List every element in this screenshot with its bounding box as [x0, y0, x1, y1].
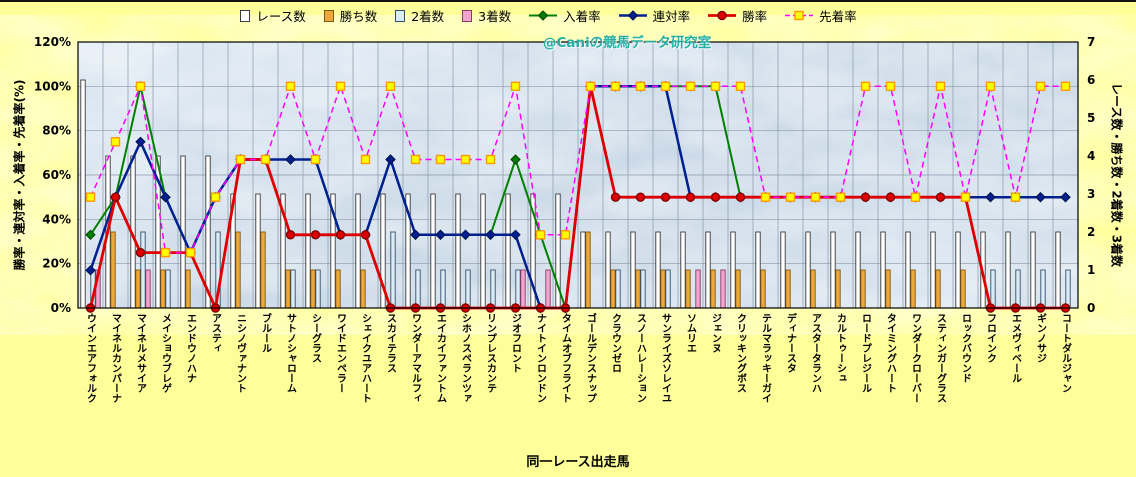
svg-text:2: 2 — [1087, 225, 1095, 239]
legend-item-top2-rate: 連対率 — [618, 6, 691, 25]
bar-series-wins — [110, 231, 966, 309]
x-category-label: タイムオブフライト — [559, 313, 571, 403]
legend-item-wins: 勝ち数 — [323, 6, 378, 25]
x-category-label: ロックバウンド — [959, 313, 971, 383]
races-bar-icon — [240, 9, 251, 22]
legend-label: 入着率 — [563, 9, 601, 24]
bar-series-races — [80, 79, 1061, 309]
x-category-label: フロインク — [984, 313, 996, 363]
top2-rate-line-icon — [618, 10, 647, 21]
legend-label: 勝率 — [742, 9, 768, 24]
svg-text:4: 4 — [1087, 149, 1095, 163]
x-category-label: テルマラッキーガイ — [759, 313, 771, 403]
legend-label: 3着数 — [478, 9, 512, 24]
x-category-label: クラウンゼロ — [609, 313, 621, 373]
gridlines — [77, 41, 1079, 309]
svg-text:3: 3 — [1087, 187, 1095, 201]
svg-text:5: 5 — [1087, 111, 1095, 125]
x-category-label: メイショウブレゲ — [159, 313, 171, 393]
legend-item-ahead-rate: 先着率 — [784, 6, 857, 25]
x-category-label: クリッキングボス — [734, 313, 746, 393]
x-category-label: アスティ — [209, 313, 221, 353]
watermark: @Caniの競馬データ研究室 — [543, 35, 712, 51]
x-category-label: スカイテラス — [384, 313, 396, 373]
x-category-label: スティンガーグラス — [934, 313, 946, 403]
x-category-label: ワンダーアマルフィ — [409, 313, 421, 403]
x-category-label: ディナースタ — [784, 313, 796, 373]
x-category-label: コートダルジャン — [1059, 313, 1071, 393]
x-category-label: エンドウノハナ — [184, 313, 196, 383]
x-category-label: マイネルカンパーナ — [109, 313, 121, 403]
x-axis-title: 同一レース出走馬 — [526, 455, 630, 470]
left-axis-title: 勝率・連対率・入着率・先着率(%) — [12, 79, 27, 271]
svg-text:7: 7 — [1087, 35, 1095, 49]
x-category-label: ブルール — [259, 313, 271, 353]
ahead-rate-line-icon — [785, 10, 814, 21]
legend-label: 2着数 — [411, 9, 445, 24]
x-category-label: ソムリエ — [684, 313, 696, 353]
third-places-bar-icon — [462, 9, 473, 22]
bar-series-third-places — [95, 269, 726, 309]
x-category-label: シーグラス — [309, 313, 321, 363]
win-rate-line-icon — [708, 10, 737, 21]
legend-label: 勝ち数 — [339, 9, 378, 24]
legend-item-place-rate: 入着率 — [528, 6, 601, 25]
x-category-label: カルトゥーシュ — [834, 313, 846, 383]
x-category-label: ワイドエンペラー — [334, 313, 346, 393]
x-category-label: エメヴィベール — [1009, 313, 1021, 383]
svg-text:60%: 60% — [42, 168, 71, 182]
svg-text:0: 0 — [1087, 301, 1095, 315]
x-category-label: ジオフロント — [509, 313, 521, 373]
x-category-label: ワンダークローバー — [909, 313, 921, 403]
svg-text:100%: 100% — [34, 79, 71, 93]
x-category-label: マイネルメサイア — [134, 313, 146, 393]
legend-label: レース数 — [256, 9, 306, 24]
svg-text:20%: 20% — [42, 257, 71, 271]
chart-legend: レース数 勝ち数 2着数 3着数 入着率 連対率 勝率 先着率 — [48, 6, 1048, 25]
legend-label: 連対率 — [652, 9, 691, 24]
right-axis-title: レース数・勝ち数・2着数・3着数 — [1109, 82, 1124, 268]
x-category-label: リンプレスカンテ — [484, 313, 496, 393]
legend-item-races: レース数 — [239, 6, 306, 25]
legend-item-win-rate: 勝率 — [707, 6, 767, 25]
plot-border — [77, 41, 1079, 309]
wins-bar-icon — [323, 9, 334, 22]
x-category-label: エイカイファントム — [434, 313, 446, 403]
x-category-label: サトノシャローム — [284, 313, 296, 393]
x-category-label: タイミングハート — [884, 313, 896, 393]
second-places-bar-icon — [395, 9, 406, 22]
place-rate-line-icon — [529, 10, 558, 21]
svg-text:6: 6 — [1087, 73, 1095, 87]
svg-text:1: 1 — [1087, 263, 1095, 277]
legend-item-second-places: 2着数 — [394, 6, 444, 25]
x-category-label: ナイトインロンドン — [534, 313, 546, 403]
x-category-label: シェイクユアハート — [359, 313, 371, 403]
line-series-ahead-rate — [85, 81, 1071, 258]
x-category-label: ゴールデンスナップ — [584, 313, 596, 403]
svg-text:80%: 80% — [42, 124, 71, 138]
x-category-label: ギンノサジ — [1034, 313, 1046, 363]
bar-series-second-places — [90, 231, 1071, 309]
legend-item-third-places: 3着数 — [461, 6, 511, 25]
x-category-label: サンライズソレイユ — [659, 313, 671, 403]
axis-ticks: 0% 20% 40% 60% 80% 100% 120% 0 1 2 3 4 5 6 7 — [34, 35, 1095, 315]
svg-text:120%: 120% — [34, 35, 71, 49]
x-category-label: アスタータランハ — [809, 313, 821, 393]
x-category-label: ウインエアフォルク — [84, 313, 96, 403]
x-category-label: ジェンヌ — [709, 313, 721, 353]
legend-label: 先着率 — [819, 9, 857, 24]
x-category-label: ロードプレジール — [859, 313, 871, 393]
x-category-label: スノーハレーション — [634, 313, 646, 403]
x-category-label: シホノスペランツァ — [459, 313, 471, 403]
x-category-label: ニシノヴァナント — [234, 313, 246, 393]
svg-text:0%: 0% — [51, 301, 71, 315]
svg-text:40%: 40% — [42, 212, 71, 226]
